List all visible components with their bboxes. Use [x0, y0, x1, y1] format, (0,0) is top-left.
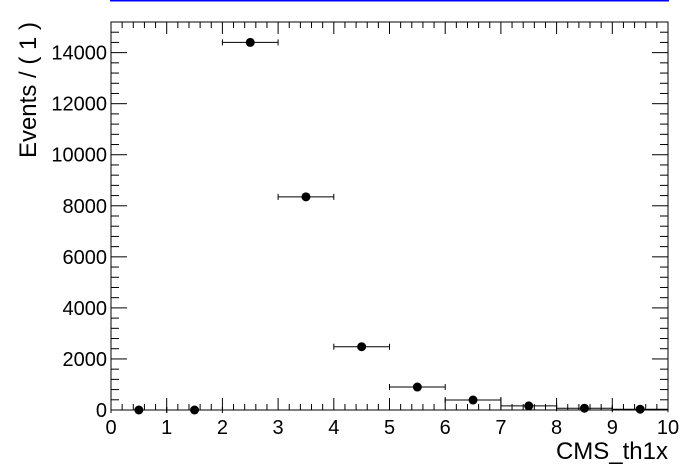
x-tick-label: 3 — [273, 417, 284, 439]
x-tick-label: 0 — [105, 417, 116, 439]
x-tick-label: 10 — [657, 417, 679, 439]
data-point — [333, 342, 390, 352]
data-point — [389, 382, 446, 392]
data-marker — [357, 342, 367, 352]
data-point — [221, 37, 279, 47]
data-point — [500, 401, 558, 411]
plot-frame-border — [110, 21, 669, 411]
x-tick-label: 2 — [217, 417, 228, 439]
data-points — [110, 37, 669, 415]
x-tick-label: 1 — [161, 417, 172, 439]
data-point — [277, 192, 335, 202]
data-marker — [524, 401, 534, 411]
y-axis-title: Events / ( 1 ) — [15, 22, 42, 158]
x-tick-label: 5 — [384, 417, 395, 439]
data-marker — [190, 405, 200, 415]
data-marker — [412, 382, 422, 392]
y-tick-label: 8000 — [63, 196, 108, 218]
y-tick-label: 0 — [96, 400, 107, 422]
y-tick-label: 12000 — [51, 94, 107, 116]
data-marker — [245, 37, 255, 47]
x-tick-label: 4 — [328, 417, 339, 439]
data-point — [444, 395, 502, 405]
y-tick-label: 6000 — [63, 247, 108, 269]
data-marker — [134, 405, 144, 415]
data-point — [166, 405, 223, 415]
x-axis-title: CMS_th1x — [556, 438, 668, 465]
x-tick-label: 6 — [440, 417, 451, 439]
x-tick-label: 7 — [495, 417, 506, 439]
y-tick-label: 14000 — [51, 43, 107, 65]
data-point — [611, 404, 669, 414]
y-tick-label: 2000 — [63, 349, 108, 371]
data-point — [556, 403, 613, 413]
x-tick-label: 8 — [551, 417, 562, 439]
data-marker — [635, 404, 645, 414]
x-tick-label: 9 — [607, 417, 618, 439]
y-tick-label: 10000 — [51, 145, 107, 167]
data-marker — [301, 192, 311, 202]
plot-frame — [110, 21, 669, 411]
data-marker — [468, 395, 478, 405]
y-tick-label: 4000 — [63, 298, 108, 320]
data-point — [110, 405, 168, 415]
axis-ticks: 0 1 2 3 4 5 6 7 8 9 10 0 2000 4000 6000 8000 10000 12000 1… — [51, 21, 679, 439]
data-marker — [579, 403, 589, 413]
